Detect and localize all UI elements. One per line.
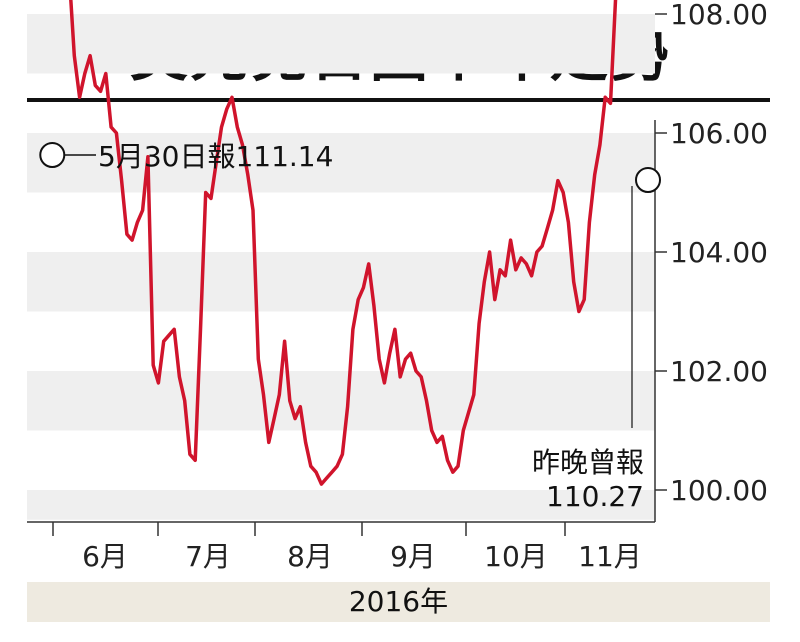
grid-band-2: [27, 252, 655, 312]
annotation-latest-line2: 110.27: [546, 480, 644, 513]
title-rule: [27, 98, 770, 102]
annotation-marker-peak: [39, 142, 66, 168]
grid-band-1: [27, 14, 655, 74]
x-tick-label: 6月: [82, 540, 128, 573]
x-tick-label: 8月: [287, 540, 333, 573]
annotation-peak-label: 5月30日報111.14: [98, 140, 333, 173]
annotation-latest-line1: 昨晚曾報: [532, 446, 644, 479]
x-axis: 6月 7月 8月 9月 10月 11月: [27, 521, 655, 573]
y-tick-label: 100.00: [670, 474, 768, 507]
grid-band-b1: [27, 133, 655, 193]
grid-band-b2: [27, 371, 655, 431]
x-tick-label: 10月: [484, 540, 548, 573]
series-line: [69, 0, 618, 486]
x-tick-label: 9月: [390, 540, 436, 573]
grid-bands: [27, 14, 655, 520]
y-tick-label: 106.00: [670, 117, 768, 150]
y-tick-label: 104.00: [670, 236, 768, 269]
x-unit-label: 2016年: [27, 582, 770, 622]
y-tick-label: 102.00: [670, 355, 768, 388]
y-tick-label: 108.00: [670, 0, 768, 31]
y-axis: 112.00110.00108.00106.00104.00102.00100.…: [654, 0, 768, 522]
x-tick-label: 7月: [185, 540, 231, 573]
grid-band-3: [27, 490, 655, 520]
x-tick-label: 11月: [578, 540, 642, 573]
annotation-marker-latest: [635, 167, 661, 193]
